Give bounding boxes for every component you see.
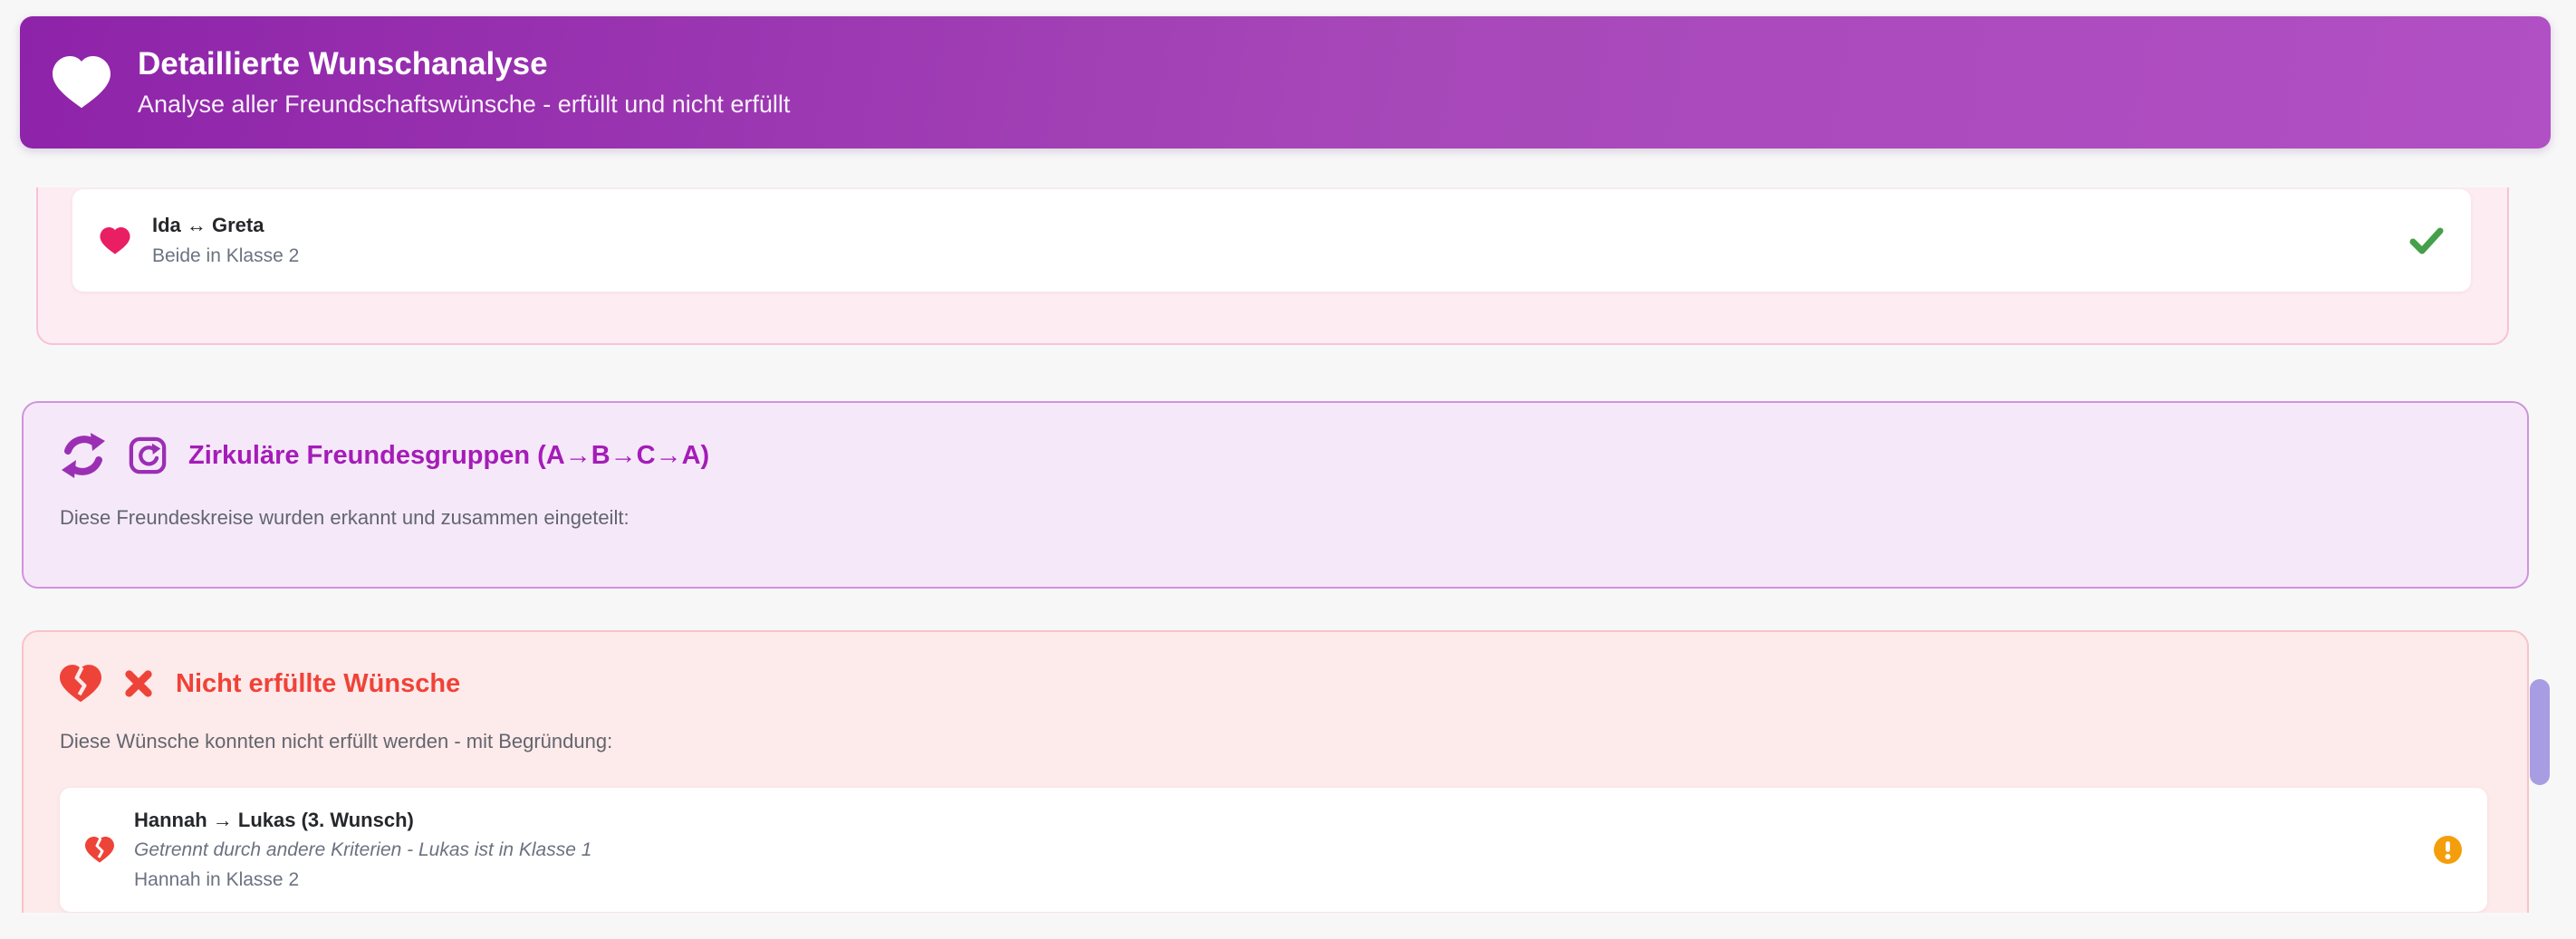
heart-icon (100, 226, 130, 254)
unfulfilled-wish-card: Hannah → Lukas (3. Wunsch) Getrennt durc… (60, 787, 2487, 912)
wish-reason: Getrennt durch andere Kriterien - Lukas … (134, 839, 592, 861)
circular-section-description: Diese Freundeskreise wurden erkannt und … (60, 506, 630, 529)
broken-heart-icon (85, 836, 114, 863)
unfulfilled-section-description: Diese Wünsche konnten nicht erfüllt werd… (60, 730, 613, 752)
wish-detail: Beide in Klasse 2 (152, 244, 300, 266)
analysis-header-banner: Detaillierte Wunschanalyse Analyse aller… (20, 16, 2551, 149)
circular-section-title: Zirkuläre Freundesgruppen (A→B→C→A) (188, 440, 710, 470)
wish-text-block: Hannah → Lukas (3. Wunsch) Getrennt durc… (134, 808, 591, 892)
unfulfilled-section-header: Nicht erfüllte Wünsche (60, 665, 2487, 703)
wish-names: Ida ↔ Greta (152, 214, 264, 237)
scrollbar-thumb[interactable] (2530, 679, 2550, 785)
wish-detail: Hannah in Klasse 2 (134, 868, 300, 890)
wish-names: Hannah → Lukas (3. Wunsch) (134, 808, 414, 831)
refresh-box-icon (129, 436, 167, 474)
unfulfilled-section-title: Nicht erfüllte Wünsche (176, 668, 461, 698)
cycle-arrows-icon (62, 433, 105, 478)
check-icon (2409, 226, 2444, 255)
fulfilled-wish-card: Ida ↔ Greta Beide in Klasse 2 (72, 189, 2471, 292)
unfulfilled-wishes-section: Nicht erfüllte Wünsche Diese Wünsche kon… (22, 630, 2529, 913)
circular-section-header: Zirkuläre Freundesgruppen (A→B→C→A) (60, 432, 2491, 479)
heart-icon (53, 56, 111, 109)
header-text-block: Detaillierte Wunschanalyse Analyse aller… (138, 46, 790, 118)
page-subtitle: Analyse aller Freundschaftswünsche - erf… (138, 90, 791, 118)
broken-heart-icon (60, 665, 101, 703)
warning-icon (2434, 835, 2462, 864)
fulfilled-wishes-section: Ida ↔ Greta Beide in Klasse 2 (36, 187, 2509, 345)
x-icon (125, 670, 152, 697)
wish-text-block: Ida ↔ Greta Beide in Klasse 2 (152, 213, 299, 268)
results-scroll-area[interactable]: Ida ↔ Greta Beide in Klasse 2 (22, 187, 2551, 913)
page-title: Detaillierte Wunschanalyse (138, 46, 548, 82)
circular-groups-section: Zirkuläre Freundesgruppen (A→B→C→A) Dies… (22, 401, 2529, 589)
